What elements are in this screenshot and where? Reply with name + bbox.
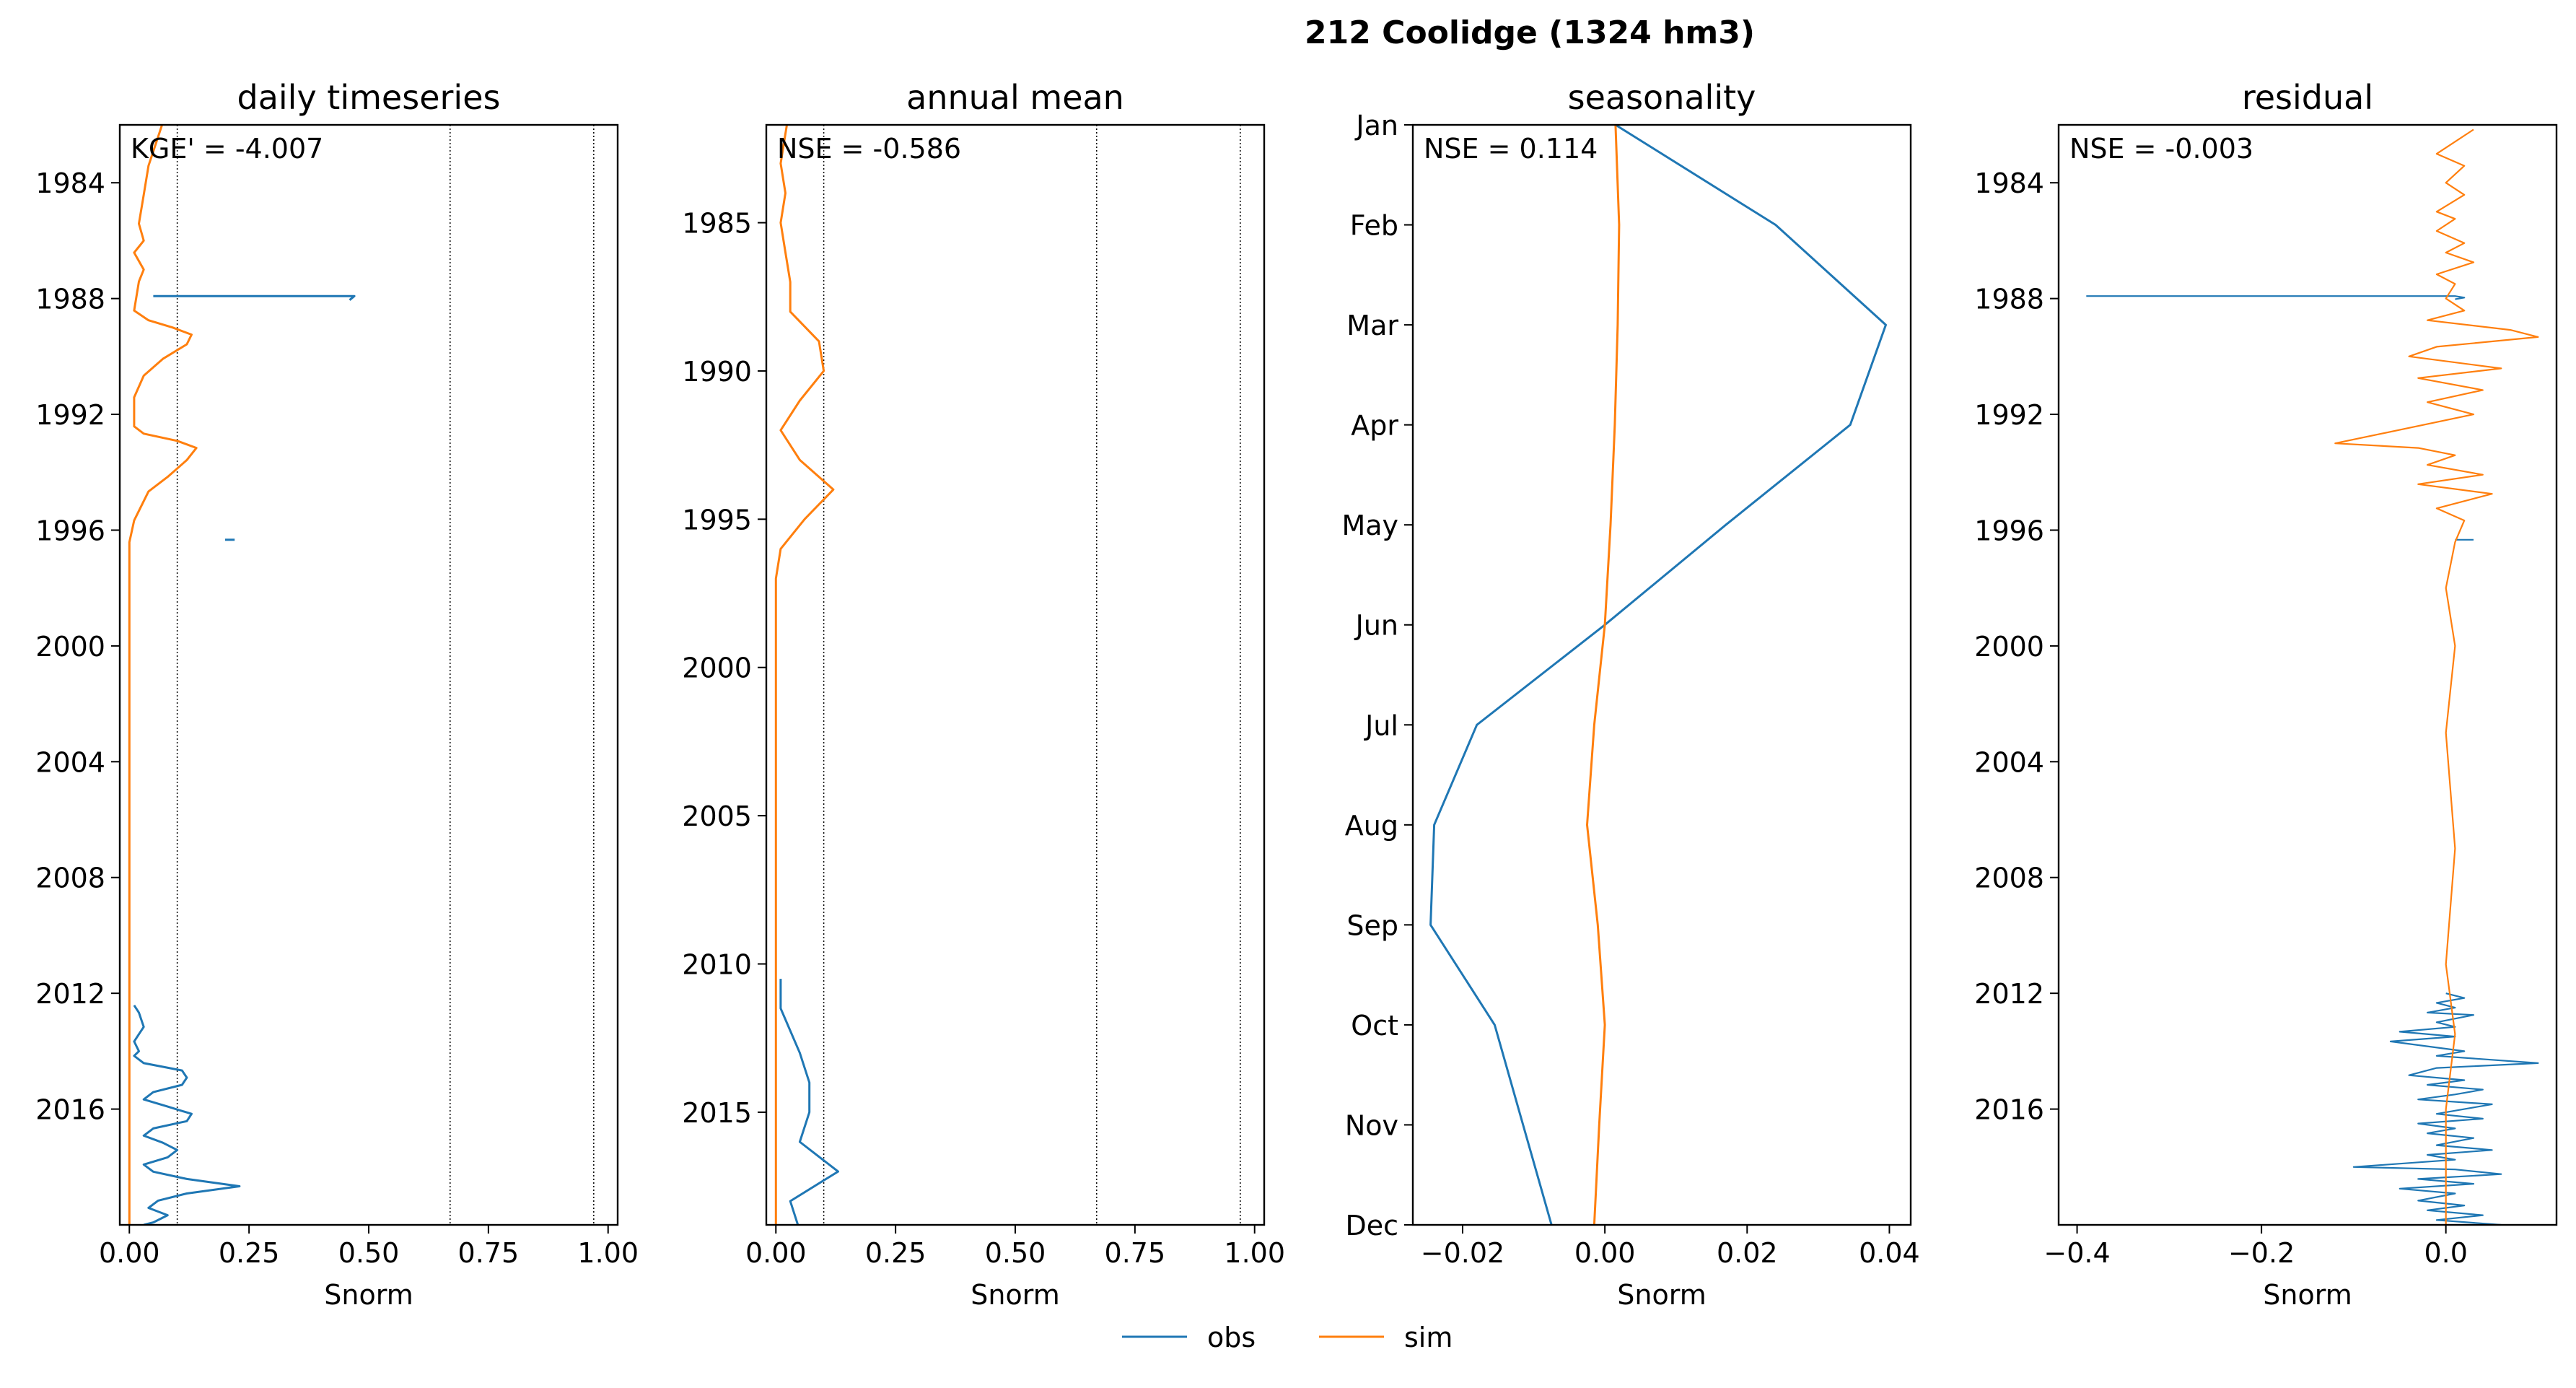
y-tick-label: Dec: [1345, 1210, 1398, 1241]
y-tick-label: Apr: [1351, 410, 1398, 442]
panel-title: annual mean: [906, 78, 1124, 117]
x-axis-label: Snorm: [324, 1279, 413, 1311]
series-line-sim: [1586, 125, 1621, 1225]
y-tick-label: 2004: [1974, 746, 2044, 778]
y-tick-label: Jan: [1354, 110, 1398, 141]
y-tick-label: 1992: [35, 399, 105, 431]
y-tick-label: 2016: [1974, 1094, 2044, 1126]
x-tick-label: 1.00: [577, 1237, 639, 1269]
x-tick-label: −0.4: [2043, 1237, 2110, 1269]
panel-4: −0.4 −0.2 0.0 1984 1988 1992 1996 2000 2004 2008 2…: [1974, 78, 2558, 1311]
y-tick-label: 2000: [35, 631, 105, 663]
figure-title: 212 Coolidge (1324 hm3): [1305, 14, 1755, 51]
y-tick-label: 1990: [682, 356, 752, 388]
legend-obs-label: obs: [1207, 1322, 1256, 1353]
x-tick-label: 1.00: [1224, 1237, 1285, 1269]
y-tick-label: 2000: [1974, 631, 2044, 663]
panel-title: residual: [2242, 78, 2373, 117]
y-tick-label: 1988: [1974, 284, 2044, 315]
axes-frame: [1411, 123, 1912, 1226]
y-tick-label: 2008: [1974, 863, 2044, 894]
x-tick-label: 0.25: [865, 1237, 926, 1269]
x-tick-label: 0.00: [99, 1237, 160, 1269]
series-line-obs: [2352, 992, 2539, 1225]
y-tick-label: 2004: [35, 746, 105, 778]
y-tick-label: 2010: [682, 949, 752, 981]
y-tick-label: 1995: [682, 504, 752, 536]
y-tick-label: 1988: [35, 284, 105, 315]
series-line-obs: [133, 1004, 241, 1225]
plot-area: [1429, 125, 1887, 1225]
y-tick-label: 2012: [35, 978, 105, 1010]
y-tick-label: 2005: [682, 800, 752, 832]
metric-label: NSE = 0.114: [1424, 133, 1598, 165]
panel-title: seasonality: [1568, 78, 1756, 117]
x-tick-label: 0.02: [1717, 1237, 1778, 1269]
y-tick-label: Sep: [1346, 909, 1398, 941]
x-axis-label: Snorm: [1617, 1279, 1706, 1311]
y-tick-label: 1996: [35, 515, 105, 546]
x-tick-label: 0.25: [219, 1237, 280, 1269]
y-tick-label: 2012: [1974, 978, 2044, 1010]
x-tick-label: −0.02: [1421, 1237, 1504, 1269]
panel-1: 0.00 0.25 0.50 0.75 1.00 1984 1988 1992 1996 2000…: [35, 78, 639, 1311]
y-tick-label: Oct: [1351, 1010, 1398, 1042]
panel-2: 0.00 0.25 0.50 0.75 1.00 1985 1990 1995 2000 2005…: [682, 78, 1285, 1311]
y-tick-label: May: [1341, 510, 1398, 541]
y-tick-label: 1996: [1974, 515, 2044, 546]
y-tick-label: 1992: [1974, 399, 2044, 431]
plot-area: [774, 125, 839, 1225]
axes-frame: [118, 123, 619, 1226]
y-tick-label: Jun: [1354, 610, 1398, 642]
y-tick-label: 1985: [682, 208, 752, 240]
y-tick-label: Aug: [1345, 810, 1398, 842]
x-axis-label: Snorm: [2263, 1279, 2352, 1311]
panel-3: −0.02 0.00 0.02 0.04 Jan Feb Mar Apr May Jun Jul Au…: [1341, 78, 1919, 1311]
y-tick-label: Nov: [1345, 1109, 1398, 1141]
series-line-obs: [2086, 295, 2466, 300]
x-axis-label: Snorm: [971, 1279, 1059, 1311]
metric-label: NSE = -0.003: [2069, 133, 2253, 165]
y-tick-label: 2015: [682, 1097, 752, 1129]
y-tick-label: 2000: [682, 652, 752, 684]
x-tick-label: 0.00: [1574, 1237, 1636, 1269]
series-line-sim: [2334, 128, 2539, 1225]
metric-label: NSE = -0.586: [777, 133, 961, 165]
y-tick-label: Feb: [1350, 210, 1398, 242]
metric-label: KGE' = -4.007: [131, 133, 323, 165]
y-tick-label: 1984: [35, 167, 105, 199]
series-line-sim: [774, 125, 835, 1225]
x-tick-label: 0.50: [338, 1237, 400, 1269]
series-line-obs: [1429, 125, 1887, 1225]
y-tick-label: Mar: [1346, 310, 1398, 341]
panel-title: daily timeseries: [237, 78, 501, 117]
series-line-obs: [153, 294, 356, 301]
y-tick-label: 2008: [35, 863, 105, 894]
x-tick-label: 0.50: [985, 1237, 1046, 1269]
y-tick-label: 2016: [35, 1094, 105, 1126]
legend: obs sim: [1122, 1322, 1453, 1353]
panels: 0.00 0.25 0.50 0.75 1.00 1984 1988 1992 1996 2000…: [35, 78, 2558, 1311]
x-tick-label: 0.75: [1105, 1237, 1166, 1269]
x-tick-label: 0.0: [2424, 1237, 2467, 1269]
plot-area: [2086, 128, 2539, 1225]
series-line-sim: [128, 125, 198, 1225]
y-tick-label: 1984: [1974, 167, 2044, 199]
x-tick-label: 0.04: [1859, 1237, 1920, 1269]
legend-sim-label: sim: [1404, 1322, 1453, 1353]
x-tick-label: −0.2: [2228, 1237, 2295, 1269]
series-line-obs: [779, 979, 839, 1225]
axes-frame: [765, 123, 1266, 1226]
plot-area: [128, 125, 356, 1225]
x-tick-label: 0.00: [745, 1237, 807, 1269]
axes-frame: [2057, 123, 2558, 1226]
x-tick-label: 0.75: [458, 1237, 520, 1269]
y-tick-label: Jul: [1364, 710, 1398, 741]
